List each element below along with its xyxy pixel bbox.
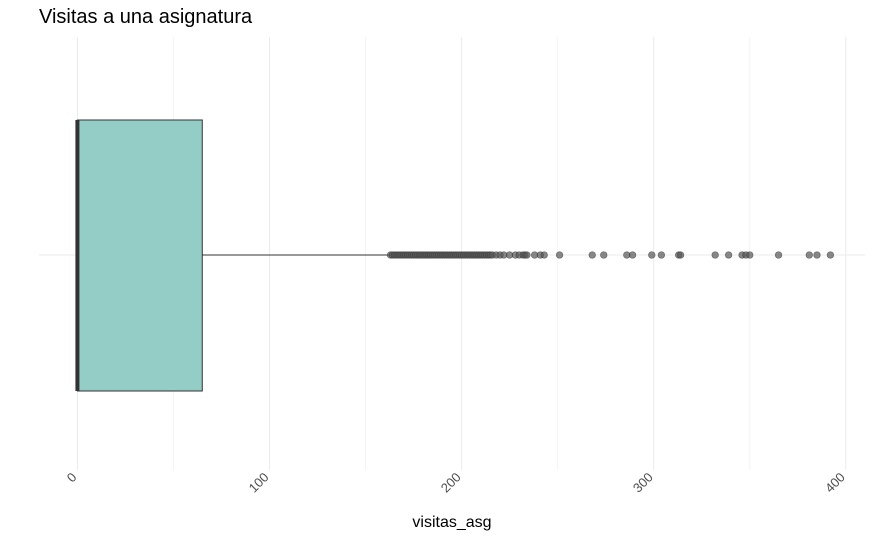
box-group xyxy=(75,119,391,392)
outlier-point xyxy=(657,251,666,259)
x-tick-label: 0 xyxy=(64,470,80,486)
outlier-point xyxy=(746,251,754,259)
outlier-point xyxy=(555,251,564,259)
outlier-point xyxy=(600,251,608,259)
outlier-point xyxy=(826,251,835,259)
outlier-point xyxy=(724,251,733,259)
x-tick-label: 400 xyxy=(822,470,848,496)
outlier-point xyxy=(805,251,813,259)
x-axis-label: visitas_asg xyxy=(412,514,491,531)
outlier-point xyxy=(540,251,548,259)
outlier-point xyxy=(813,251,821,259)
x-tick-label: 100 xyxy=(246,470,272,496)
outlier-point xyxy=(628,251,637,259)
outlier-points xyxy=(386,251,835,259)
outlier-point xyxy=(648,251,656,259)
outlier-point xyxy=(588,251,596,259)
box-rect xyxy=(76,119,203,392)
outlier-point xyxy=(523,251,531,259)
x-tick-labels: 0 100 200 300 400 xyxy=(64,470,848,496)
chart-title: Visitas a una asignatura xyxy=(39,6,253,28)
outlier-point xyxy=(774,251,783,259)
x-tick-label: 300 xyxy=(630,470,656,496)
outlier-point xyxy=(711,251,719,259)
x-tick-label: 200 xyxy=(438,470,464,496)
outlier-point xyxy=(676,251,685,259)
